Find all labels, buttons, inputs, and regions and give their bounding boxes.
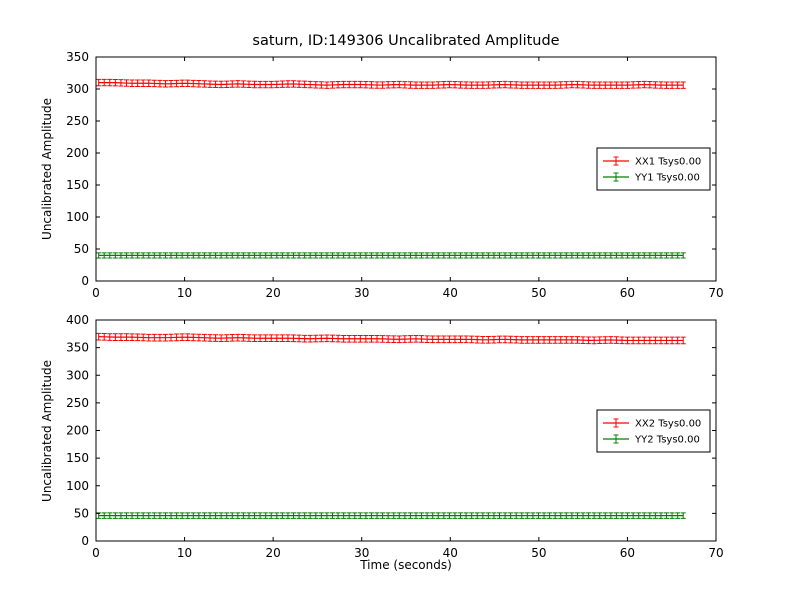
y-tick-label: 250 — [66, 114, 89, 128]
x-tick-label: 10 — [177, 286, 192, 300]
x-tick-label: 40 — [443, 286, 458, 300]
y-tick-label: 400 — [66, 313, 89, 327]
axes-frame — [95, 56, 717, 282]
y-tick-label: 300 — [66, 82, 89, 96]
y-tick-label: 100 — [66, 479, 89, 493]
y-tick-label: 0 — [81, 274, 89, 288]
y-tick-label: 250 — [66, 396, 89, 410]
x-tick-label: 30 — [354, 286, 369, 300]
y-tick-label: 50 — [74, 506, 89, 520]
legend-label: XX1 Tsys0.00 — [635, 157, 701, 168]
bottom-ylabel: Uncalibrated Amplitude — [40, 360, 54, 502]
subplot-0: 0 10 20 30 40 50 60 70 0 50 100 150 200 250 300 350 XX1 … — [66, 50, 724, 300]
x-tick-label: 70 — [708, 546, 723, 560]
legend-label: XX2 Tsys0.00 — [635, 419, 701, 430]
y-tick-label: 50 — [74, 242, 89, 256]
xlabel: Time (seconds) — [360, 558, 452, 572]
y-tick-label: 0 — [81, 534, 89, 548]
series-XX1 — [96, 78, 686, 89]
top-ylabel: Uncalibrated Amplitude — [40, 98, 54, 240]
x-tick-label: 30 — [354, 546, 369, 560]
figure-title: saturn, ID:149306 Uncalibrated Amplitude — [252, 33, 560, 49]
y-tick-label: 100 — [66, 210, 89, 224]
x-tick-label: 20 — [266, 546, 281, 560]
subplot-1: 0 10 20 30 40 50 60 70 0 50 100 150 200 250 300 350 400 X… — [66, 313, 724, 560]
y-tick-label: 200 — [66, 146, 89, 160]
x-tick-label: 20 — [266, 286, 281, 300]
x-tick-label: 0 — [92, 286, 100, 300]
x-tick-label: 60 — [620, 286, 635, 300]
y-tick-label: 300 — [66, 368, 89, 382]
series-YY1 — [96, 252, 686, 259]
y-tick-label: 350 — [66, 50, 89, 64]
series-YY2 — [96, 512, 686, 519]
legend-label: YY2 Tsys0.00 — [634, 435, 700, 446]
x-tick-label: 70 — [708, 286, 723, 300]
x-tick-label: 0 — [92, 546, 100, 560]
legend-label: YY1 Tsys0.00 — [634, 173, 700, 184]
legend-1: XX2 Tsys0.00 YY2 Tsys0.00 — [596, 409, 711, 453]
x-tick-label: 50 — [531, 546, 546, 560]
x-tick-label: 10 — [177, 546, 192, 560]
y-tick-label: 150 — [66, 451, 89, 465]
y-tick-label: 200 — [66, 424, 89, 438]
y-tick-label: 350 — [66, 341, 89, 355]
legend-0: XX1 Tsys0.00 YY1 Tsys0.00 — [596, 147, 711, 191]
x-tick-label: 50 — [531, 286, 546, 300]
x-tick-label: 40 — [443, 546, 458, 560]
series-XX2 — [96, 332, 686, 345]
y-tick-label: 150 — [66, 178, 89, 192]
x-tick-label: 60 — [620, 546, 635, 560]
